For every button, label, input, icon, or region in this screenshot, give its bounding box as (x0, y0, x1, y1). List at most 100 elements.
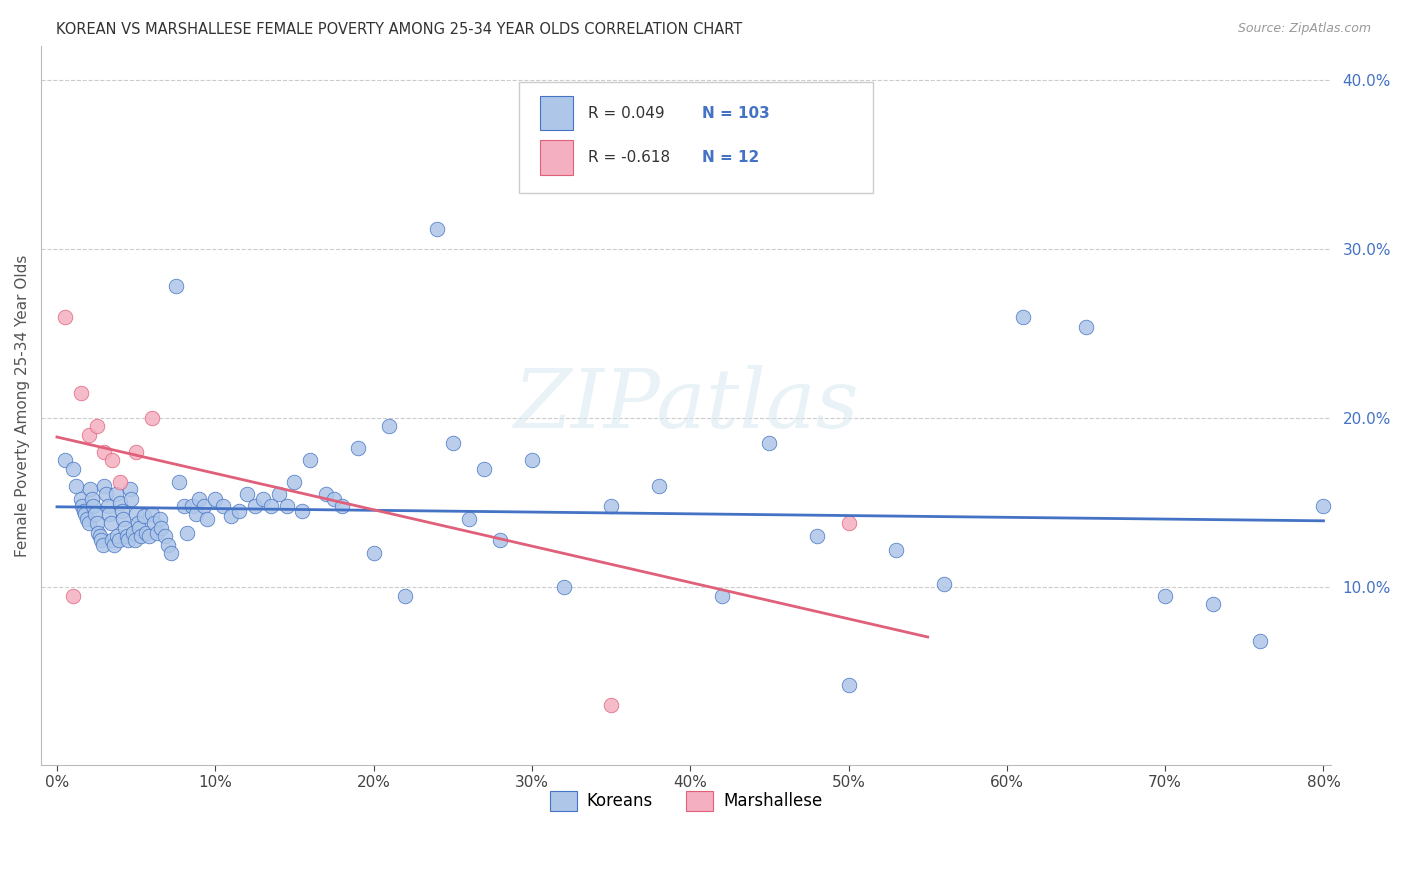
Point (90, 533, 112, 547)
Point (53, 310, 76, 324)
Point (115, 529, 138, 543)
Point (97, 499, 120, 513)
Point (489, 533, 512, 547)
Point (101, 533, 124, 547)
Point (117, 533, 139, 547)
Point (107, 533, 129, 547)
Point (124, 533, 146, 547)
Point (125, 445, 148, 459)
Point (122, 525, 145, 540)
Point (72, 499, 94, 513)
Point (94, 487, 117, 501)
Point (441, 436, 464, 450)
Point (89, 529, 111, 543)
Point (75, 508, 97, 522)
Point (120, 492, 142, 507)
Point (69, 492, 91, 507)
Point (84, 508, 107, 522)
Point (77, 516, 100, 530)
FancyBboxPatch shape (519, 82, 873, 194)
Point (69, 385, 91, 400)
Point (188, 492, 211, 507)
Point (283, 475, 305, 490)
Point (125, 508, 148, 522)
Point (710, 589, 733, 603)
Point (758, 436, 780, 450)
Point (87, 525, 110, 540)
Point (110, 495, 132, 509)
Point (838, 516, 860, 530)
Point (153, 529, 176, 543)
Point (228, 504, 250, 518)
Text: R = -0.618: R = -0.618 (588, 150, 671, 165)
Point (53, 453, 76, 467)
Point (1312, 499, 1334, 513)
Point (193, 499, 215, 513)
Point (186, 508, 208, 522)
Point (91, 538, 114, 552)
Point (86, 419, 108, 434)
Point (127, 516, 149, 530)
Point (363, 546, 385, 560)
Text: Source: ZipAtlas.com: Source: ZipAtlas.com (1237, 22, 1371, 36)
Point (195, 512, 218, 526)
Point (138, 529, 160, 543)
Point (600, 698, 623, 713)
Point (112, 512, 135, 526)
Bar (540, 140, 572, 175)
Point (149, 512, 172, 526)
Point (176, 525, 198, 540)
Point (932, 576, 955, 591)
Point (141, 411, 163, 425)
Point (291, 504, 314, 518)
Point (838, 678, 860, 692)
Point (474, 461, 496, 475)
Text: R = 0.049: R = 0.049 (588, 105, 665, 120)
Point (330, 499, 353, 513)
Point (884, 542, 907, 557)
Legend: Koreans, Marshallese: Koreans, Marshallese (544, 785, 830, 817)
Point (111, 504, 134, 518)
Point (156, 538, 179, 552)
Point (101, 453, 124, 467)
Point (520, 453, 543, 467)
Point (114, 521, 136, 535)
Point (65, 478, 87, 492)
Point (260, 499, 283, 513)
Point (1074, 319, 1097, 334)
Point (299, 453, 322, 467)
Point (128, 521, 150, 535)
Point (553, 580, 575, 594)
Point (110, 475, 132, 490)
Point (323, 492, 346, 507)
Point (1154, 589, 1177, 603)
Point (1249, 634, 1271, 648)
Point (204, 492, 226, 507)
Point (62, 461, 84, 475)
Point (173, 499, 195, 513)
Point (135, 525, 157, 540)
Point (82, 499, 104, 513)
Point (600, 499, 623, 513)
Text: N = 12: N = 12 (702, 150, 759, 165)
Y-axis label: Female Poverty Among 25-34 Year Olds: Female Poverty Among 25-34 Year Olds (15, 254, 30, 557)
Point (806, 529, 828, 543)
Point (267, 487, 290, 501)
Point (103, 538, 125, 552)
Point (212, 499, 235, 513)
Point (243, 499, 266, 513)
Point (1011, 310, 1033, 324)
Point (100, 516, 122, 530)
Point (132, 509, 155, 524)
Point (62, 589, 84, 603)
Text: ZIPatlas: ZIPatlas (513, 366, 859, 445)
Point (150, 521, 173, 535)
Point (86, 516, 108, 530)
Point (1201, 597, 1223, 611)
Point (457, 512, 479, 526)
Point (98, 508, 121, 522)
Point (93, 478, 115, 492)
Point (80, 492, 103, 507)
Point (118, 482, 141, 496)
Point (378, 419, 401, 434)
